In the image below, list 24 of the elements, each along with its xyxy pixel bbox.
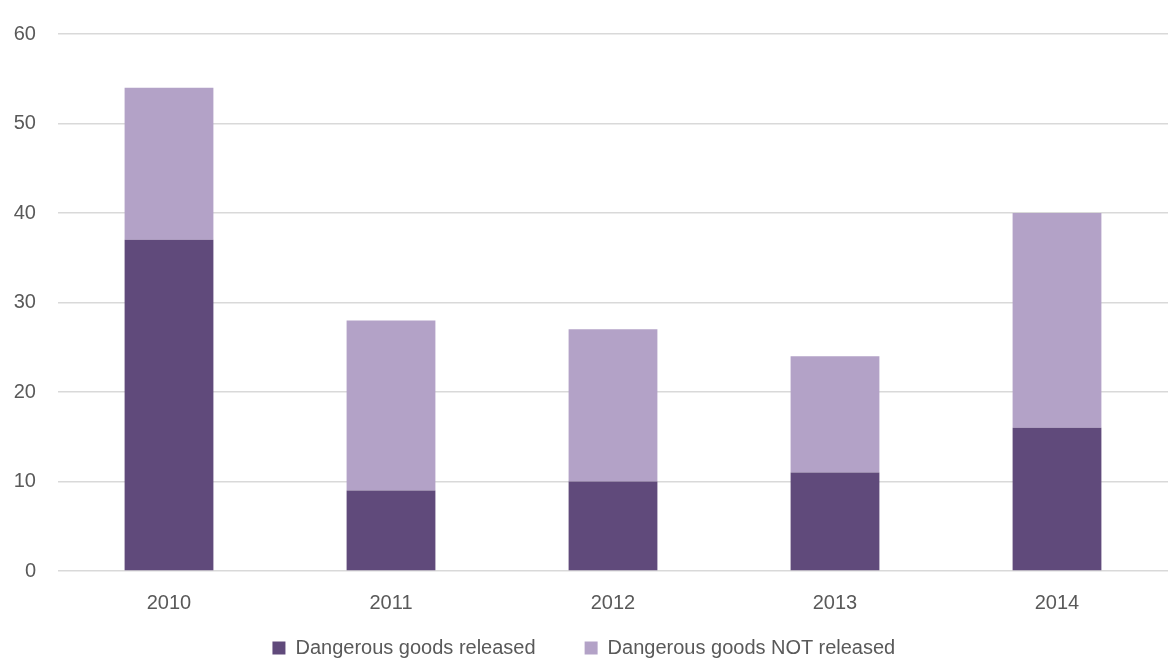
x-tick-label: 2013 [812,590,858,613]
bar [568,481,658,571]
bar [1012,427,1102,571]
bar [124,87,214,240]
y-tick-label: 50 [13,111,36,134]
y-tick-label: 10 [13,469,36,492]
x-tick-label: 2014 [1034,590,1080,613]
bar [346,320,436,491]
bar [790,472,880,571]
x-tick-label: 2010 [146,590,192,613]
y-tick-label: 60 [13,21,36,44]
bar [346,490,436,571]
bar [790,356,880,473]
y-tick-label: 30 [13,290,36,313]
bar [124,239,214,571]
bar [568,329,658,482]
bar [1012,213,1102,428]
x-tick-label: 2012 [590,590,636,613]
y-tick-label: 0 [24,558,36,581]
y-tick-label: 40 [13,200,36,223]
legend-label: Dangerous goods released [295,635,536,658]
y-tick-label: 20 [13,379,36,402]
legend-label: Dangerous goods NOT released [607,635,896,658]
x-tick-label: 2011 [369,590,413,613]
